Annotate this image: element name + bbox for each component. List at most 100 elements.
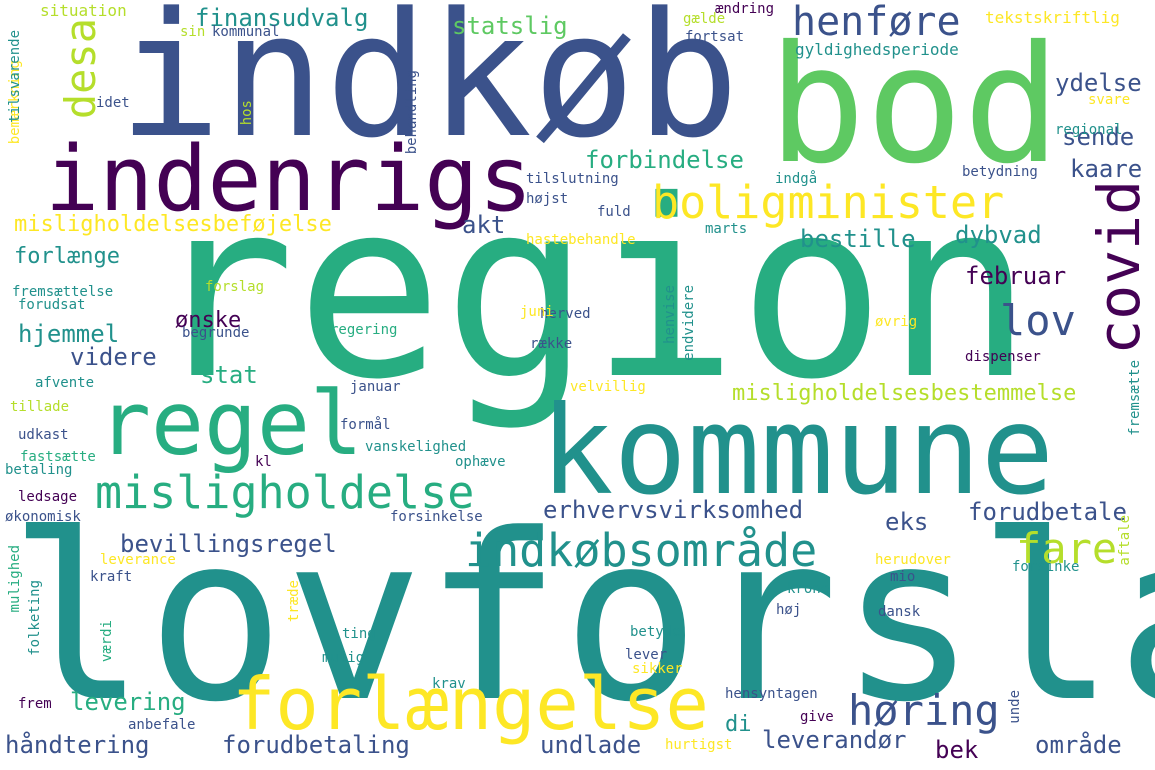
- word-behandling: behandling: [404, 70, 420, 155]
- word-bevillingsregel: bevillingsregel: [120, 530, 337, 558]
- word-okonomisk: økonomisk: [5, 509, 81, 525]
- word-fare: fare: [1016, 524, 1118, 573]
- word-misligholdelse: misligholdelse: [95, 466, 475, 519]
- word-forsinkelse: forsinkelse: [390, 509, 483, 525]
- word-erhvervsvirksomhed: erhvervsvirksomhed: [543, 496, 804, 524]
- word-velvillig: velvillig: [570, 379, 646, 395]
- word-betaling: betaling: [5, 462, 73, 478]
- word-forbindelse: forbindelse: [585, 146, 744, 174]
- word-misligholdelsesbefojelse: misligholdelsesbeføjelse: [14, 212, 332, 237]
- word-onske: ønske: [175, 308, 242, 333]
- word-februar: februar: [965, 262, 1067, 290]
- word-kl: kl: [255, 454, 272, 470]
- word-vaerdi: værdi: [99, 620, 115, 663]
- word-stat: stat: [200, 361, 258, 389]
- word-mulig: mulig: [322, 650, 365, 666]
- word-indkob: indkøb: [118, 0, 740, 176]
- word-region: region: [148, 148, 1034, 433]
- word-herudover: herudover: [875, 552, 951, 568]
- word-fastsaette: fastsætte: [20, 449, 96, 465]
- word-kommunal: kommunal: [212, 24, 280, 40]
- word-herved: herved: [540, 306, 591, 322]
- word-hjemmel: hjemmel: [18, 320, 120, 348]
- word-kommune: kommune: [540, 380, 1055, 522]
- word-vanskelighed: vanskelighed: [365, 439, 467, 455]
- word-leverandor: leverandør: [762, 726, 907, 754]
- word-kraft: kraft: [90, 569, 133, 585]
- word-tilsvarende: tilsvarende: [7, 30, 23, 123]
- word-begrunde: begrunde: [182, 325, 250, 341]
- word-endvidere: endvidere: [681, 285, 697, 361]
- word-hojst: højst: [526, 191, 569, 207]
- word-forudbetaling: forudbetaling: [222, 731, 410, 759]
- word-sende: sende: [1062, 123, 1135, 151]
- word-krone: krone: [787, 581, 830, 597]
- word-unde: unde: [1007, 690, 1023, 724]
- word-betyde: betyde: [630, 624, 681, 640]
- word-fuld: fuld: [597, 204, 631, 220]
- word-bod: bod: [768, 12, 1061, 200]
- word-gaelde: gælde: [683, 11, 726, 27]
- word-sikker: sikker: [632, 661, 683, 677]
- word-dybvad: dybvad: [955, 221, 1042, 249]
- word-forlaengelse: forlængelse: [232, 662, 709, 746]
- word-haandtering: håndtering: [5, 731, 150, 759]
- word-regering: regering: [330, 322, 398, 338]
- word-indenrigs: indenrigs: [45, 127, 533, 232]
- word-hoj: høj: [776, 602, 802, 618]
- word-regel: regel: [98, 372, 363, 475]
- word-hensyntagen: hensyntagen: [725, 686, 818, 702]
- word-ting: ting: [342, 626, 376, 642]
- word-marts: marts: [705, 221, 748, 237]
- word-betydning: betydning: [962, 164, 1038, 180]
- word-finansudvalg: finansudvalg: [195, 4, 369, 32]
- word-misligholdelsesbestemmelse: misligholdelsesbestemmelse: [732, 381, 1077, 406]
- word-dansk: dansk: [878, 604, 921, 620]
- word-forudbetale: forudbetale: [968, 498, 1127, 526]
- word-udkast: udkast: [18, 427, 69, 443]
- word-kaare: kaare: [1070, 155, 1143, 183]
- word-traede: træde: [286, 580, 302, 623]
- word-levering: levering: [70, 688, 186, 716]
- word-forlaenge: forlænge: [14, 244, 120, 269]
- word-hurtigst: hurtigst: [665, 737, 733, 753]
- word-fortsat: fortsat: [685, 29, 745, 45]
- word-aendring: ændring: [715, 1, 775, 17]
- word-svare: svare: [1088, 92, 1131, 108]
- word-henvise: henvise: [662, 285, 678, 345]
- word-videre: videre: [70, 343, 157, 371]
- word-lov: lov: [1000, 296, 1076, 345]
- word-ledsage: ledsage: [18, 489, 78, 505]
- word-krav: krav: [432, 676, 466, 692]
- word-undlade: undlade: [540, 731, 642, 759]
- word-sin: sin: [180, 24, 206, 40]
- word-situation: situation: [40, 1, 127, 20]
- word-tillade: tillade: [10, 399, 70, 415]
- word-gyldighedsperiode: gyldighedsperiode: [795, 40, 959, 59]
- word-di: di: [725, 712, 752, 737]
- word-mio: mio: [890, 569, 916, 585]
- word-give: give: [800, 709, 834, 725]
- word-hastebehandle: hastebehandle: [526, 232, 636, 248]
- word-forslag: forslag: [205, 279, 265, 295]
- word-eks: eks: [885, 508, 929, 536]
- word-bek: bek: [935, 736, 979, 764]
- word-bestille: bestille: [800, 225, 916, 253]
- word-henfore: henføre: [792, 0, 961, 45]
- word-mulighed: mulighed: [7, 545, 23, 613]
- word-covid: covid: [1085, 180, 1153, 355]
- word-lever: lever: [625, 647, 668, 663]
- word-statslig: statslig: [452, 12, 568, 40]
- word-indkobsomraade: indkøbsområde: [465, 524, 818, 577]
- word-juni: juni: [520, 304, 554, 320]
- word-boligminister: boligminister: [652, 176, 1005, 229]
- word-ydelse: ydelse: [1055, 69, 1142, 97]
- word-hoering: høring: [848, 686, 1000, 735]
- word-leverance: leverance: [100, 552, 176, 568]
- word-fremsaette: fremsætte: [1127, 360, 1143, 436]
- word-aftale: aftale: [1117, 515, 1133, 566]
- word-omraade: område: [1035, 731, 1122, 759]
- word-ophaeve: ophæve: [455, 454, 506, 470]
- word-afvente: afvente: [35, 375, 95, 391]
